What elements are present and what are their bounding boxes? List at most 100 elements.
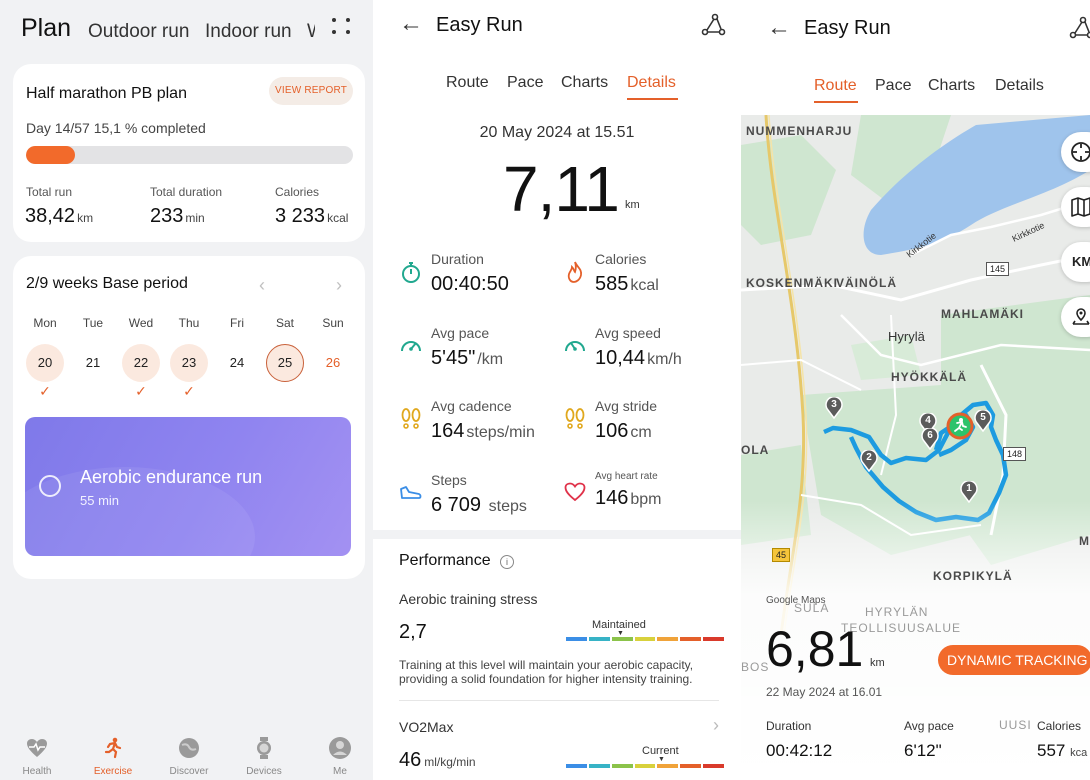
route-marker-number: 3 [831,399,837,410]
duration-label: Duration [431,251,484,267]
tab-charts[interactable]: Charts [561,74,609,91]
run-title: Easy Run [436,14,523,36]
dynamic-tracking-button[interactable]: DYNAMIC TRACKING [938,645,1090,675]
location-pin-button[interactable] [1061,297,1090,337]
plan-top-bar: Plan Outdoor run Indoor run W [0,0,373,60]
weekday-label: Mon [33,316,57,330]
tab-next-truncated[interactable]: W [307,21,315,43]
route-marker-2[interactable]: 2 [860,450,878,472]
route-share-icon[interactable] [1069,15,1090,41]
start-runner-marker-icon[interactable] [945,411,975,441]
back-arrow-icon[interactable]: ← [767,14,791,41]
route-marker-3[interactable]: 3 [825,397,843,419]
check-icon: ✓ [135,383,147,399]
route-marker-5[interactable]: 5 [974,410,992,432]
tab-pace[interactable]: Pace [507,74,544,91]
tab-route[interactable]: Route [814,77,857,94]
scale-segment [657,637,679,641]
scale-segment [611,764,633,768]
run-date: 22 May 2024 at 16.01 [766,685,883,699]
total-distance: 6,81 [766,621,864,677]
scale-segment [566,764,587,768]
shoe-icon [400,486,422,499]
vo2max-chevron-icon[interactable]: › [713,715,719,735]
avg-stride-value: 106 cm [595,420,652,442]
vo2-scale-bar [566,764,726,768]
nav-devices[interactable]: Devices [234,736,294,777]
stride-icon [565,408,585,429]
vo2max-label: VO2Max [399,719,454,735]
calendar-day[interactable]: 21 [85,355,101,370]
calendar-day[interactable]: 25 [266,344,304,382]
route-map[interactable]: NUMMENHARJU KOSKENMÄKI VÄINÖLÄ MAHLAMÄKI… [741,115,1090,780]
route-marker-4[interactable]: 4 [919,413,937,435]
calendar-day[interactable]: 22 [122,344,160,382]
workout-title: Aerobic endurance run [80,467,263,487]
calendar-day[interactable]: 26 [325,355,341,370]
view-report-button[interactable]: VIEW REPORT [269,77,353,105]
person-icon [329,737,351,759]
map-label-sula: SULA [794,601,830,615]
next-week-chevron-icon[interactable]: › [336,275,342,295]
nav-discover[interactable]: Discover [159,736,219,777]
runner-icon [104,737,122,759]
tab-details[interactable]: Details [995,77,1044,94]
nav-devices-label: Devices [246,766,282,777]
tab-route[interactable]: Route [446,74,489,91]
more-grid-icon[interactable] [330,16,352,38]
avg-stride-label: Avg stride [595,398,657,414]
workout-card[interactable]: Aerobic endurance run 55 min [25,417,351,556]
stat-label-calories: Calories [275,185,320,199]
ats-scale-bar [566,637,726,641]
steps-value: 6 709 steps [431,494,527,516]
tab-details[interactable]: Details [627,74,676,91]
plan-progress-fill [26,146,76,164]
calendar-day[interactable]: 23 [170,344,208,382]
ats-label: Aerobic training stress [399,591,538,607]
avg-pace-value: 5'45"/km [431,347,504,369]
bottom-nav: Health Exercise Discover Devices Me [0,730,373,780]
plan-title: Plan [21,14,72,42]
tab-charts[interactable]: Charts [928,77,976,94]
nav-me[interactable]: Me [310,736,370,777]
map-layers-button[interactable] [1061,187,1090,227]
tab-outdoor-run[interactable]: Outdoor run [88,21,190,42]
plan-card[interactable]: Half marathon PB plan VIEW REPORT Day 14… [13,64,365,242]
calories-label: Calories [595,251,647,267]
speed-gauge-icon [565,341,585,352]
total-distance-unit: km [870,657,885,669]
flame-icon [567,261,583,283]
scale-segment [703,637,725,641]
km-toggle-button[interactable] [1061,242,1090,282]
map-marker-icon [825,397,843,419]
route-marker-number: 1 [966,483,972,494]
nav-me-label: Me [333,766,347,777]
tab-indoor-run[interactable]: Indoor run [205,21,292,42]
nav-exercise[interactable]: Exercise [83,736,143,777]
tab-pace[interactable]: Pace [875,77,912,94]
nav-health[interactable]: Health [7,736,67,777]
map-label-koskenmaki: KOSKENMÄKI [746,276,839,290]
stat-value-total-duration: 233 min [150,205,205,227]
run-date: 20 May 2024 at 15.51 [479,124,635,141]
route-marker-6[interactable]: 6 [921,428,939,450]
compass-button[interactable] [1061,132,1090,172]
scale-segment [588,637,610,641]
info-icon[interactable]: i [500,555,514,569]
route-marker-1[interactable]: 1 [960,481,978,503]
scale-segment [588,764,610,768]
scale-segment [634,637,656,641]
calendar-day[interactable]: 20 [26,344,64,382]
vo2-scale-pointer-icon: ▼ [658,756,665,763]
heart-icon [564,482,586,502]
prev-week-chevron-icon[interactable]: ‹ [259,275,265,295]
route-share-icon[interactable] [701,12,727,38]
duration-value: 00:40:50 [431,273,509,295]
weeks-title: 2/9 weeks Base period [26,275,188,292]
calories-value: 557 kca [1037,741,1088,760]
back-arrow-icon[interactable]: ← [399,10,423,37]
workout-complete-radio[interactable] [39,475,61,497]
map-attribution: Google Maps [766,595,826,606]
map-label-mahlamaki: MAHLAMÄKI [941,307,1024,321]
calendar-day[interactable]: 24 [229,355,245,370]
